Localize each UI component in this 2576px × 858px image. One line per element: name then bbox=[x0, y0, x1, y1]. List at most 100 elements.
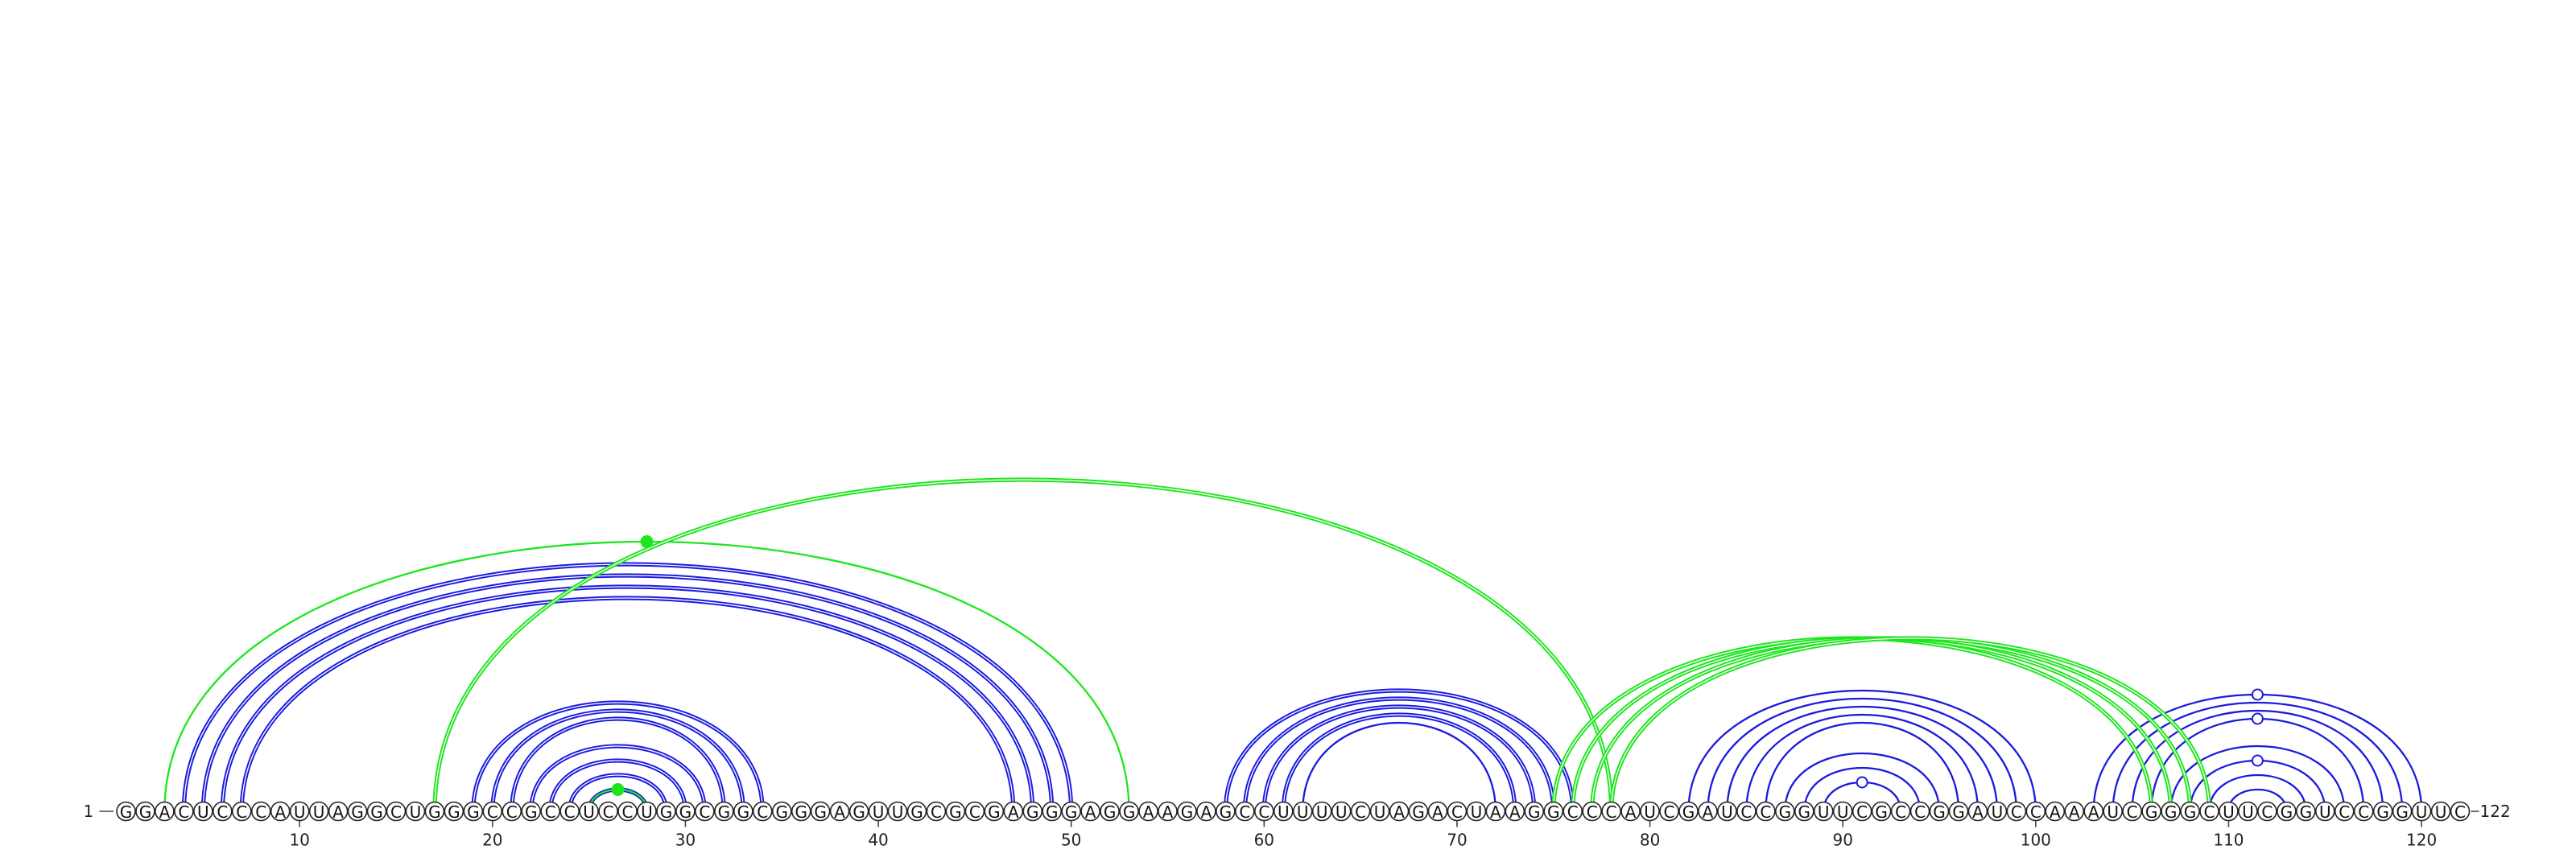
nucleotide-circle bbox=[868, 801, 889, 822]
filled-marker bbox=[611, 783, 625, 796]
nucleotide-circle bbox=[1158, 801, 1178, 822]
nucleotide-letter: U bbox=[1335, 802, 1348, 822]
nucleotide-circle bbox=[1061, 801, 1081, 822]
nucleotide-letter: G bbox=[351, 802, 364, 822]
nucleotide-circle bbox=[521, 801, 542, 822]
nucleotide-circle bbox=[2372, 801, 2393, 822]
nucleotide-circle bbox=[231, 801, 252, 822]
nucleotide-circle bbox=[1427, 801, 1448, 822]
nucleotide-circle bbox=[2219, 801, 2239, 822]
nucleotide-circle bbox=[964, 801, 985, 822]
nucleotide-letter: G bbox=[1046, 802, 1059, 822]
nucleotide-circle bbox=[1640, 801, 1660, 822]
nucleotide-circle bbox=[771, 801, 792, 822]
blue-arc-88-94 bbox=[1803, 767, 1922, 812]
blue-arc-22-31 bbox=[529, 744, 707, 812]
nucleotide-circle bbox=[2122, 801, 2142, 822]
nucleotide-letter: U bbox=[1644, 802, 1656, 822]
nucleotide-circle bbox=[1216, 801, 1236, 822]
nucleotide-letter: A bbox=[1008, 802, 1019, 822]
nucleotide-circle bbox=[1235, 801, 1255, 822]
nucleotide-letter: C bbox=[255, 802, 266, 822]
nucleotide-circle bbox=[1909, 801, 1930, 822]
nucleotide-circle bbox=[1871, 801, 1892, 822]
nucleotide-letter: U bbox=[641, 802, 653, 822]
nucleotide-letter: G bbox=[2165, 802, 2178, 822]
nucleotide-letter: C bbox=[1239, 802, 1250, 822]
nucleotide-circle bbox=[1582, 801, 1602, 822]
nucleotide-letter: U bbox=[583, 802, 595, 822]
blue-arc-83-99 bbox=[1707, 697, 2018, 812]
nucleotide-letter: C bbox=[2358, 802, 2369, 822]
nucleotide-circle bbox=[1389, 801, 1410, 822]
nucleotide-circle bbox=[1890, 801, 1911, 822]
nucleotide-circle bbox=[984, 801, 1005, 822]
nucleotide-letter: G bbox=[2281, 802, 2293, 822]
nucleotide-letter: G bbox=[737, 802, 750, 822]
nucleotide-letter: C bbox=[2030, 802, 2041, 822]
nucleotide-circle bbox=[2392, 801, 2413, 822]
nucleotide-letter: U bbox=[1278, 802, 1290, 822]
nucleotide-letter: G bbox=[1065, 802, 1078, 822]
nucleotide-letter: C bbox=[564, 802, 576, 822]
nucleotide-letter: C bbox=[1606, 802, 1617, 822]
nucleotide-letter: A bbox=[275, 802, 286, 822]
nucleotide-circle bbox=[695, 801, 715, 822]
open-marker bbox=[2251, 688, 2264, 701]
nucleotide-letter: C bbox=[2204, 802, 2215, 822]
nucleotide-circle bbox=[1775, 801, 1795, 822]
nucleotide-circle bbox=[1003, 801, 1024, 822]
tick-label: 120 bbox=[2406, 831, 2437, 850]
nucleotide-circle bbox=[733, 801, 753, 822]
nucleotide-letter: U bbox=[2223, 802, 2235, 822]
nucleotide-circle bbox=[810, 801, 831, 822]
open-marker bbox=[1856, 776, 1868, 789]
nucleotide-letter: G bbox=[1412, 802, 1425, 822]
nucleotide-circle bbox=[675, 801, 696, 822]
nucleotide-letter: C bbox=[487, 802, 498, 822]
nucleotide-letter: C bbox=[1355, 802, 1366, 822]
nucleotide-letter: G bbox=[949, 802, 962, 822]
nucleotide-circle bbox=[502, 801, 522, 822]
nucleotide-circle bbox=[1311, 801, 1332, 822]
nucleotide-circle bbox=[1524, 801, 1545, 822]
filled-marker bbox=[640, 535, 654, 548]
nucleotide-letter: G bbox=[1952, 802, 1965, 822]
blue-arc-gap-23-30 bbox=[550, 760, 687, 812]
nucleotide-letter: G bbox=[428, 802, 441, 822]
nucleotide-letter: U bbox=[313, 802, 325, 822]
nucleotide-circle bbox=[2006, 801, 2027, 822]
blue-arc-gap-21-32 bbox=[511, 718, 725, 812]
nucleotide-circle bbox=[116, 801, 136, 822]
nucleotide-circle bbox=[829, 801, 850, 822]
nucleotide-letter: A bbox=[2069, 802, 2080, 822]
nucleotide-letter: C bbox=[2339, 802, 2350, 822]
nucleotide-letter: C bbox=[545, 802, 556, 822]
nucleotide-letter: C bbox=[217, 802, 228, 822]
blue-arc-gap-20-33 bbox=[492, 710, 744, 812]
nucleotide-letter: U bbox=[294, 802, 306, 822]
nucleotide-letter: G bbox=[2396, 802, 2409, 822]
blue-arc-gap-6-48 bbox=[221, 586, 1034, 812]
nucleotide-circle bbox=[1408, 801, 1429, 822]
nucleotide-circle bbox=[579, 801, 599, 822]
nucleotide-circle bbox=[135, 801, 155, 822]
nucleotide-letter: A bbox=[2050, 802, 2061, 822]
nucleotide-circle bbox=[1543, 801, 1564, 822]
nucleotide-circle bbox=[1331, 801, 1352, 822]
nucleotide-letter: C bbox=[757, 802, 768, 822]
blue-arc-gap-22-31 bbox=[530, 745, 706, 812]
sequence-start-label: 1 bbox=[84, 802, 94, 821]
nucleotide-letter: G bbox=[1547, 802, 1560, 822]
blue-arc-62-72 bbox=[1302, 721, 1497, 812]
nucleotide-letter: G bbox=[1798, 802, 1811, 822]
nucleotide-circle bbox=[926, 801, 947, 822]
nucleotide-letter: G bbox=[467, 802, 480, 822]
nucleotide-letter: G bbox=[1104, 802, 1117, 822]
nucleotide-circle bbox=[1273, 801, 1294, 822]
nucleotide-letter: G bbox=[660, 802, 673, 822]
nucleotide-letter: U bbox=[410, 802, 422, 822]
nucleotide-circle bbox=[2083, 801, 2104, 822]
blue-arc-61-73 bbox=[1281, 712, 1517, 812]
nucleotide-letter: G bbox=[1123, 802, 1136, 822]
